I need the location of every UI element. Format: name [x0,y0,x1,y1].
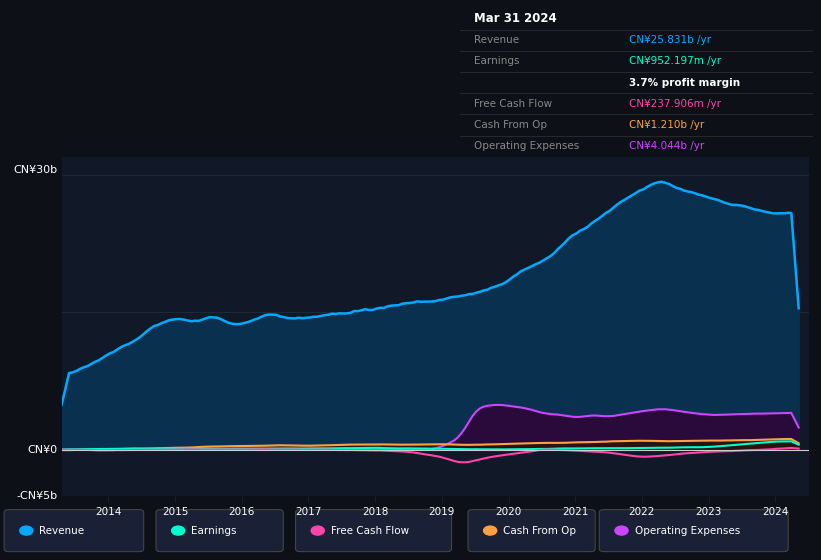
Text: 2018: 2018 [362,507,388,517]
Text: Revenue: Revenue [39,526,85,535]
Text: CN¥4.044b /yr: CN¥4.044b /yr [629,141,704,151]
Text: CN¥25.831b /yr: CN¥25.831b /yr [629,35,711,45]
Text: CN¥237.906m /yr: CN¥237.906m /yr [629,99,721,109]
Text: Cash From Op: Cash From Op [503,526,576,535]
Text: 2017: 2017 [296,507,322,517]
Text: CN¥952.197m /yr: CN¥952.197m /yr [629,57,722,67]
Text: 2024: 2024 [762,507,788,517]
Text: 2021: 2021 [562,507,589,517]
Text: Earnings: Earnings [191,526,236,535]
Text: Free Cash Flow: Free Cash Flow [474,99,552,109]
Text: CN¥0: CN¥0 [27,445,57,455]
Text: -CN¥5b: -CN¥5b [16,491,57,501]
Text: 2020: 2020 [495,507,521,517]
Text: 3.7% profit margin: 3.7% profit margin [629,78,741,87]
Text: Earnings: Earnings [474,57,520,67]
Text: Operating Expenses: Operating Expenses [635,526,740,535]
Text: Free Cash Flow: Free Cash Flow [331,526,409,535]
Text: Mar 31 2024: Mar 31 2024 [474,12,557,26]
Text: 2019: 2019 [429,507,455,517]
Text: CN¥30b: CN¥30b [13,165,57,175]
Text: 2023: 2023 [695,507,722,517]
Text: Cash From Op: Cash From Op [474,120,547,130]
Text: 2014: 2014 [95,507,122,517]
Text: 2022: 2022 [629,507,655,517]
Text: Revenue: Revenue [474,35,519,45]
Text: 2015: 2015 [162,507,188,517]
Text: 2016: 2016 [228,507,255,517]
Text: CN¥1.210b /yr: CN¥1.210b /yr [629,120,704,130]
Text: Operating Expenses: Operating Expenses [474,141,579,151]
